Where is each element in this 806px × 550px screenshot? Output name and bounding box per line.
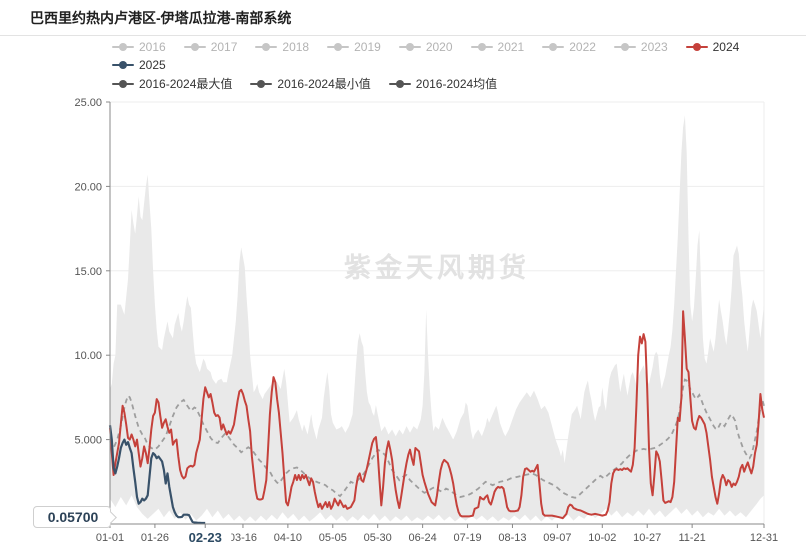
minmax-band[interactable]	[110, 115, 764, 522]
legend-item-label: 2016	[139, 40, 166, 54]
legend-item-2016-2024-[interactable]: 2016-2024最大值	[112, 78, 232, 90]
legend-row-stats: 2016-2024最大值 2016-2024最小值 2016-2024均值	[112, 78, 786, 90]
line-2025[interactable]	[108, 425, 206, 525]
legend-item-label: 2016-2024均值	[415, 77, 498, 91]
legend-item-label: 2017	[210, 40, 238, 54]
legend-series-marker-icon	[112, 43, 134, 51]
legend-series-marker-icon	[388, 80, 411, 88]
svg-text:12-31: 12-31	[750, 532, 778, 544]
svg-text:25.00: 25.00	[74, 97, 102, 109]
highlight-tick-bg	[179, 528, 232, 545]
legend-item-2025[interactable]: 2025	[112, 59, 166, 71]
svg-text:10-02: 10-02	[588, 532, 616, 544]
svg-text:15.00: 15.00	[74, 266, 102, 278]
legend-series-marker-icon	[398, 43, 421, 51]
svg-text:20.00: 20.00	[74, 181, 102, 193]
legend-item-label: 2020	[425, 40, 453, 54]
legend-item-label: 2018	[282, 40, 310, 54]
svg-text:01-01: 01-01	[96, 532, 124, 544]
svg-text:04-10: 04-10	[274, 532, 302, 544]
legend-series-marker-icon	[685, 43, 708, 51]
legend-item-2021[interactable]: 2021	[470, 40, 525, 54]
legend-item-2017[interactable]: 2017	[183, 40, 238, 54]
legend-series-marker-icon	[112, 80, 134, 88]
legend-series-marker-icon	[613, 43, 636, 51]
svg-text:01-26: 01-26	[141, 532, 169, 544]
svg-text:10-27: 10-27	[633, 532, 661, 544]
watermark: 紫金天风期货	[344, 252, 530, 283]
legend-series-marker-icon	[470, 43, 493, 51]
legend-item-2020[interactable]: 2020	[398, 40, 453, 54]
line-2024[interactable]	[109, 310, 765, 520]
legend-item-2022[interactable]: 2022	[542, 41, 596, 53]
svg-text:09-07: 09-07	[543, 532, 571, 544]
legend-series-marker-icon	[542, 43, 565, 51]
legend-item-2019[interactable]: 2019	[327, 41, 381, 53]
legend-item-label: 2016-2024最小值	[277, 77, 371, 91]
legend-item-2018[interactable]: 2018	[255, 41, 309, 53]
axes	[109, 102, 764, 525]
legend-item-label: 2023	[640, 40, 668, 54]
legend-item-2016-2024-[interactable]: 2016-2024均值	[388, 77, 498, 91]
legend-item-label: 2022	[569, 40, 596, 54]
svg-text:07-19: 07-19	[453, 532, 481, 544]
legend-series-marker-icon	[255, 43, 278, 51]
legend-series-marker-icon	[112, 61, 134, 69]
svg-text:11-21: 11-21	[678, 532, 705, 544]
svg-text:03-16: 03-16	[229, 532, 257, 544]
legend-series-marker-icon	[250, 80, 273, 88]
svg-text:05-30: 05-30	[364, 532, 392, 544]
svg-text:10.00: 10.00	[74, 350, 102, 362]
legend-item-label: 2024	[712, 40, 740, 54]
legend-item-2023[interactable]: 2023	[613, 40, 668, 54]
legend-item-2024[interactable]: 2024	[685, 40, 740, 54]
title-divider	[0, 35, 806, 36]
legend-series-marker-icon	[183, 43, 206, 51]
highlight-tick-label: 02-23	[189, 530, 222, 545]
legend-series-marker-icon	[327, 43, 350, 51]
current-value-tag: 0.05700	[33, 506, 111, 528]
svg-text:08-13: 08-13	[498, 532, 526, 544]
x-axis-labels: 01-01 01-26 03-16 04-10 05-05 05-30 06-24 07-19…	[96, 524, 778, 545]
legend-item-label: 2019	[354, 40, 381, 54]
y-axis-labels: 25.00 20.00 15.00 10.00 5.000	[74, 97, 110, 447]
legend-item-label: 2025	[139, 58, 166, 72]
legend-item-2016-2024-[interactable]: 2016-2024最小值	[250, 77, 371, 91]
legend: 2016 2017 2018 2019 2020 2021 2022 2023 2024 2025…	[112, 41, 786, 97]
legend-item-2016[interactable]: 2016	[112, 41, 166, 53]
legend-row-years: 2016 2017 2018 2019 2020 2021 2022 2023 2024 2025	[112, 41, 786, 71]
mean-line[interactable]	[109, 378, 765, 499]
svg-text:5.000: 5.000	[74, 435, 102, 447]
svg-text:05-05: 05-05	[319, 532, 347, 544]
svg-text:06-24: 06-24	[409, 532, 437, 544]
page-title: 巴西里约热内卢港区-伊塔瓜拉港-南部系统	[30, 10, 292, 26]
legend-item-label: 2016-2024最大值	[139, 77, 233, 91]
legend-item-label: 2021	[497, 40, 525, 54]
